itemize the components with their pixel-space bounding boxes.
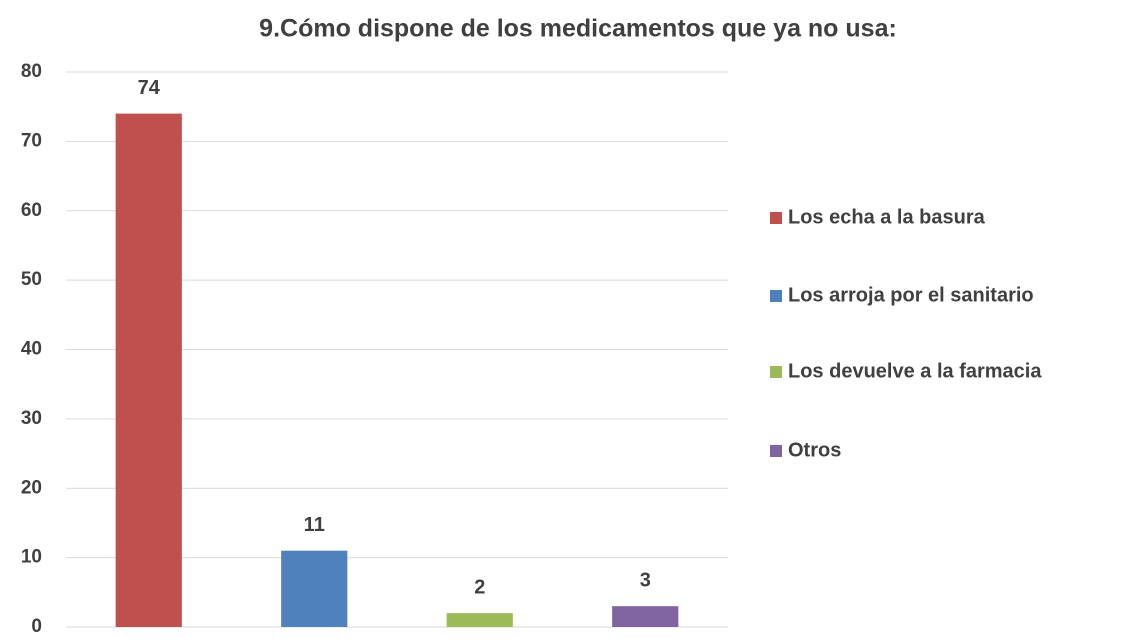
legend-label: Otros [788, 439, 841, 461]
legend-swatch [770, 445, 782, 457]
y-tick-label: 60 [21, 200, 42, 221]
chart-title: 9.Cómo dispone de los medicamentos que y… [259, 15, 897, 43]
data-label: 3 [640, 569, 651, 591]
legend-swatch [770, 290, 782, 302]
bar [115, 113, 182, 627]
y-tick-label: 50 [21, 269, 42, 290]
bar [281, 550, 348, 627]
legend-label: Los arroja por el sanitario [788, 284, 1034, 306]
y-tick-label: 80 [21, 61, 42, 82]
y-tick-label: 40 [21, 339, 42, 360]
y-tick-label: 0 [31, 616, 42, 637]
data-label: 11 [304, 514, 325, 536]
legend-label: Los echa a la basura [788, 206, 986, 228]
y-tick-label: 10 [21, 547, 42, 568]
y-tick-label: 20 [21, 477, 42, 498]
legend-swatch [770, 366, 782, 378]
legend-swatch [770, 212, 782, 224]
y-tick-label: 70 [21, 130, 42, 151]
data-label: 74 [138, 77, 161, 99]
bar [612, 606, 679, 627]
bar [446, 613, 513, 627]
y-tick-label: 30 [21, 408, 42, 429]
legend-label: Los devuelve a la farmacia [788, 360, 1042, 382]
data-label: 2 [474, 576, 485, 598]
